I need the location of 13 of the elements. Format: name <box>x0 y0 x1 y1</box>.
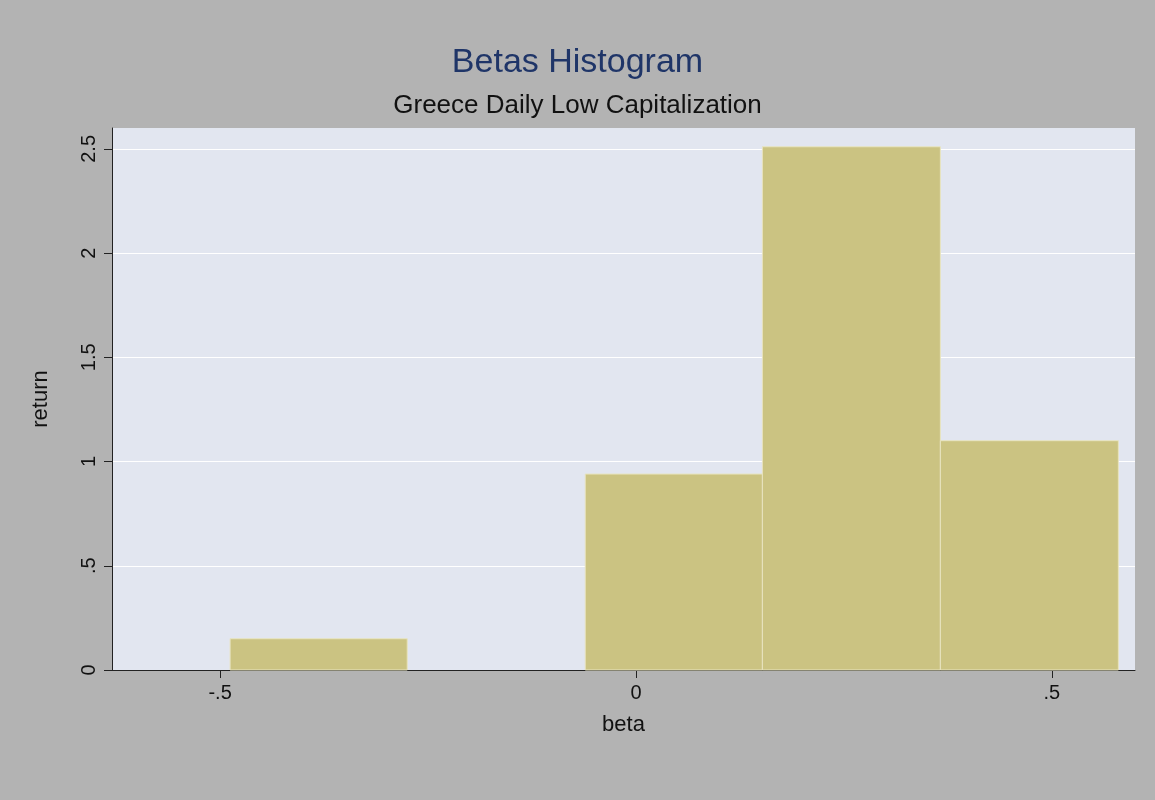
y-tick-label: .5 <box>77 557 99 575</box>
chart-title: Betas Histogram <box>451 41 704 79</box>
x-tick-label: .5 <box>1043 681 1061 703</box>
y-tick-label: 2.5 <box>77 134 99 163</box>
x-axis-title: beta <box>602 710 646 736</box>
y-tick-label: 0 <box>77 664 99 676</box>
y-tick-label: 2 <box>77 247 99 259</box>
y-axis-title: return <box>26 370 52 428</box>
chart-subtitle: Greece Daily Low Capitalization <box>393 89 762 119</box>
x-tick-label: 0 <box>630 681 642 703</box>
y-tick-label: 1.5 <box>77 343 99 372</box>
x-tick-label: -.5 <box>208 681 232 703</box>
y-tick-label: 1 <box>77 455 99 468</box>
